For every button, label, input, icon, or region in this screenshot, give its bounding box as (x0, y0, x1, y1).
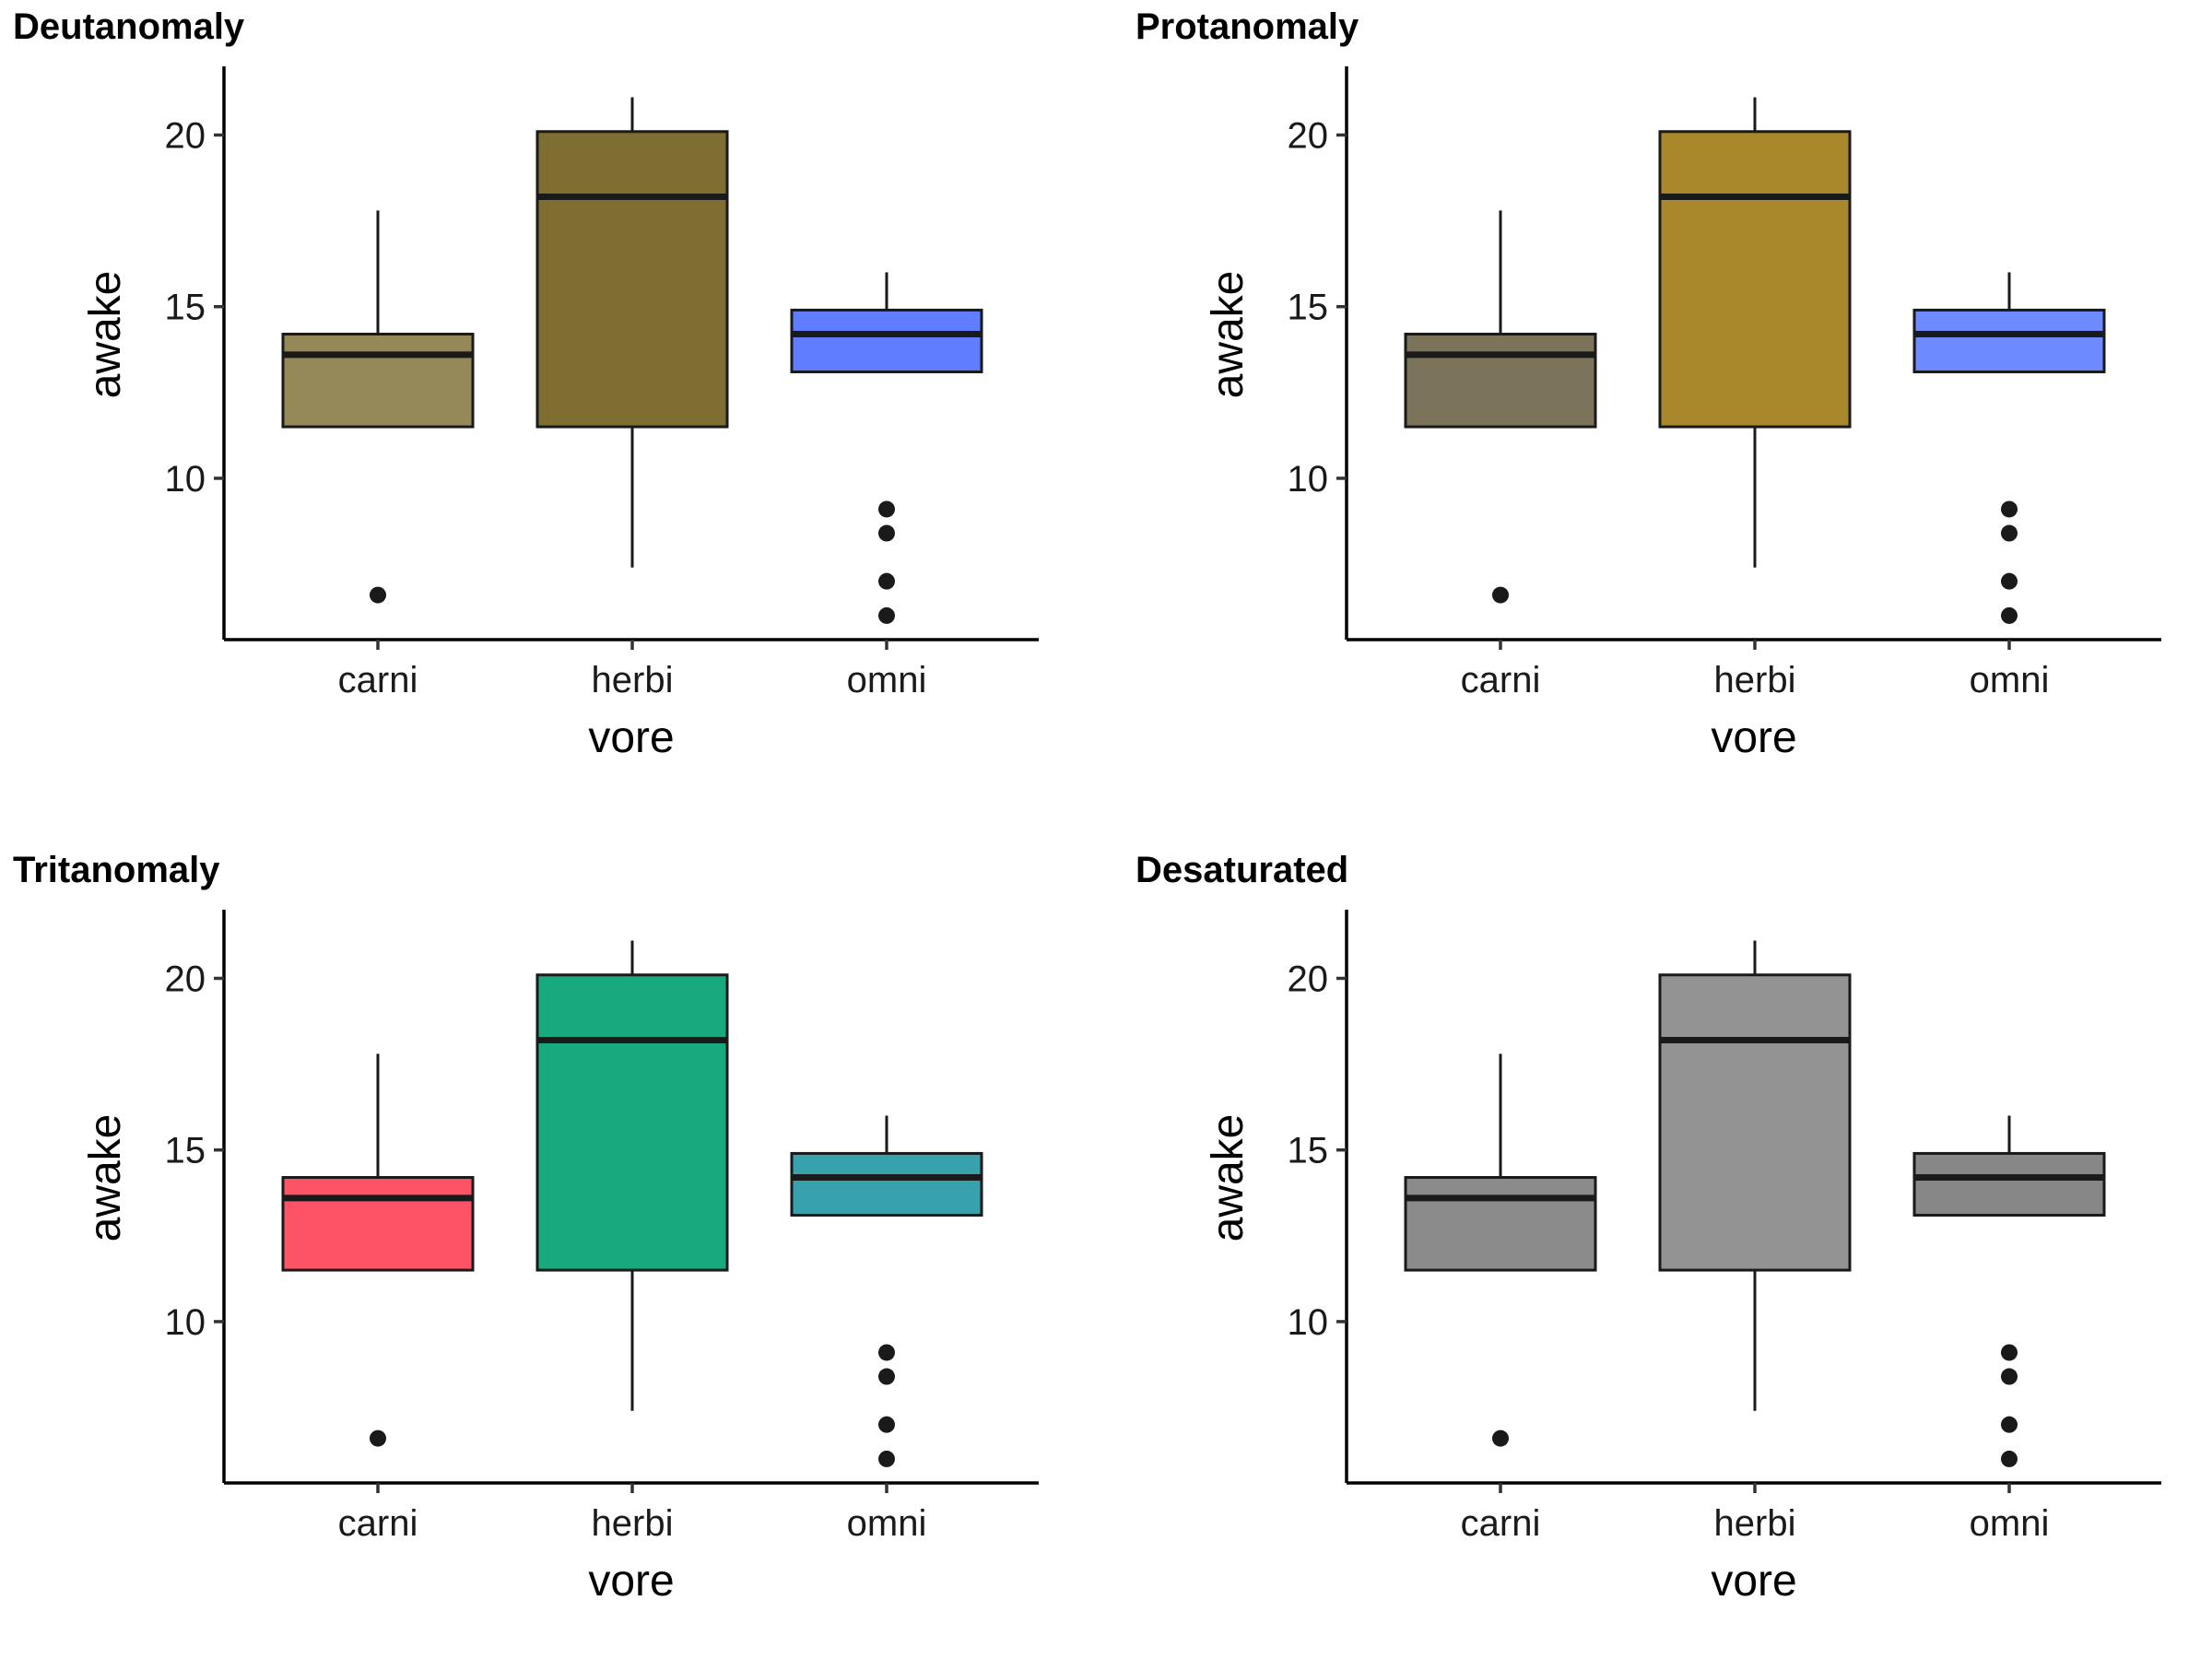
x-axis-title: vore (1711, 713, 1796, 762)
x-axis-title: vore (588, 713, 674, 762)
outlier-point (878, 1416, 895, 1433)
y-axis-title: awake (81, 271, 130, 399)
outlier-point (878, 1344, 895, 1361)
x-tick-label-carni: carni (1461, 660, 1541, 700)
x-tick-label-herbi: herbi (592, 660, 674, 700)
outlier-point (878, 606, 895, 624)
box-omni (790, 1115, 983, 1467)
box-rect (1658, 973, 1852, 1272)
panel-title: Desaturated (1135, 850, 1348, 890)
chart-panel-desaturated: Desaturated 10 15 20 carni herbi omni vore awake (1135, 850, 2161, 1606)
outlier-point (878, 500, 895, 518)
outlier-point (1492, 1430, 1509, 1447)
box-rect (281, 333, 475, 429)
outlier-point (2001, 1368, 2018, 1385)
box-rect (1912, 1151, 2106, 1217)
y-tick-label: 10 (1288, 1302, 1329, 1343)
box-omni (1912, 1115, 2106, 1467)
box-herbi (1658, 97, 1852, 568)
outlier-point (2001, 500, 2018, 518)
outlier-point (878, 572, 895, 590)
outlier-point (2001, 1344, 2018, 1361)
box-rect (1404, 1176, 1597, 1272)
x-tick-label-herbi: herbi (592, 1503, 674, 1544)
box-rect (535, 130, 729, 429)
box-omni (1912, 272, 2106, 624)
x-tick-label-herbi: herbi (1714, 660, 1796, 700)
box-carni (1404, 1053, 1597, 1447)
x-tick-label-carni: carni (1461, 1503, 1541, 1544)
chart-panel-deutanomaly: Deutanomaly 10 15 20 carni herbi omni vore awake (13, 6, 1039, 762)
chart-panel-protanomaly: Protanomaly 10 15 20 carni herbi omni vore awake (1135, 6, 2161, 762)
box-herbi (535, 940, 729, 1411)
panel-title: Protanomaly (1135, 6, 1359, 47)
panel-title: Tritanomaly (13, 850, 220, 890)
x-tick-label-omni: omni (1970, 1503, 2050, 1544)
y-tick-label: 20 (1288, 959, 1329, 999)
y-tick-label: 15 (165, 288, 206, 328)
y-tick-label: 20 (165, 115, 206, 156)
outlier-point (2001, 1450, 2018, 1467)
y-axis-title: awake (81, 1114, 130, 1242)
outlier-point (370, 586, 386, 604)
y-tick-label: 10 (1288, 459, 1329, 500)
y-tick-label: 20 (1288, 115, 1329, 156)
box-herbi (1658, 940, 1852, 1411)
x-tick-label-omni: omni (847, 1503, 927, 1544)
x-tick-label-omni: omni (847, 660, 927, 700)
x-axis-title: vore (1711, 1557, 1796, 1606)
x-axis-title: vore (588, 1557, 674, 1606)
outlier-point (878, 524, 895, 542)
outlier-point (2001, 572, 2018, 590)
x-tick-label-herbi: herbi (1714, 1503, 1796, 1544)
outlier-point (1492, 586, 1509, 604)
box-carni (281, 210, 475, 604)
y-axis-title: awake (1204, 271, 1253, 399)
chart-panel-tritanomaly: Tritanomaly 10 15 20 carni herbi omni vore awake (13, 850, 1039, 1606)
x-tick-label-carni: carni (338, 1503, 418, 1544)
box-rect (790, 308, 983, 373)
panel-title: Deutanomaly (13, 6, 245, 47)
box-rect (790, 1151, 983, 1217)
y-tick-label: 15 (1288, 288, 1329, 328)
box-herbi (535, 97, 729, 568)
x-tick-label-omni: omni (1970, 660, 2050, 700)
box-rect (535, 973, 729, 1272)
y-tick-label: 10 (165, 459, 206, 500)
box-omni (790, 272, 983, 624)
box-rect (1658, 130, 1852, 429)
outlier-point (878, 1368, 895, 1385)
outlier-point (878, 1450, 895, 1467)
x-tick-label-carni: carni (338, 660, 418, 700)
outlier-point (2001, 1416, 2018, 1433)
y-tick-label: 10 (165, 1302, 206, 1343)
outlier-point (2001, 606, 2018, 624)
box-carni (1404, 210, 1597, 604)
y-tick-label: 15 (1288, 1131, 1329, 1171)
y-tick-label: 20 (165, 959, 206, 999)
y-axis-title: awake (1204, 1114, 1253, 1242)
outlier-point (2001, 524, 2018, 542)
box-carni (281, 1053, 475, 1447)
outlier-point (370, 1430, 386, 1447)
y-tick-label: 15 (165, 1131, 206, 1171)
box-rect (281, 1176, 475, 1272)
box-rect (1404, 333, 1597, 429)
box-rect (1912, 308, 2106, 373)
